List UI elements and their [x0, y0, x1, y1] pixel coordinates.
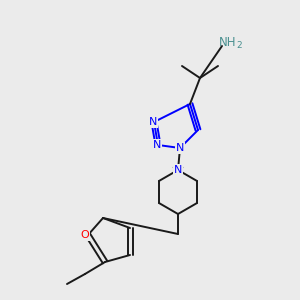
Text: N: N: [153, 140, 161, 150]
Text: O: O: [81, 230, 89, 240]
Text: N: N: [174, 165, 182, 175]
Text: N: N: [149, 117, 157, 127]
Text: NH: NH: [219, 35, 237, 49]
Text: 2: 2: [236, 41, 242, 50]
Text: N: N: [176, 143, 184, 153]
